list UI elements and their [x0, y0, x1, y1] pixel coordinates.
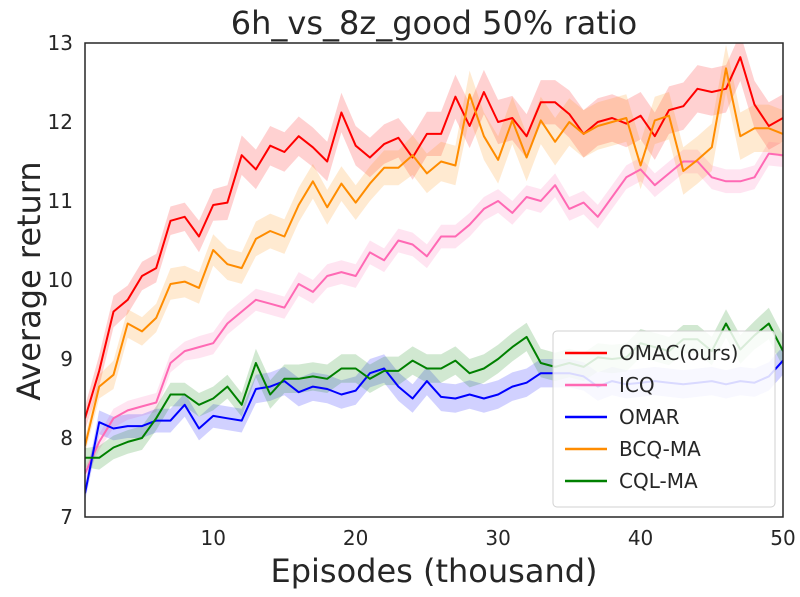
- line-bcq-ma: [85, 67, 783, 447]
- plot-frame: [84, 42, 784, 518]
- y-tick-label: 7: [60, 505, 73, 529]
- y-tick-label: 11: [48, 189, 73, 213]
- x-tick-label: 40: [628, 526, 653, 550]
- band-bcq-ma: [85, 44, 783, 454]
- y-tick-label: 13: [48, 31, 73, 55]
- y-tick-label: 12: [48, 110, 73, 134]
- x-tick-label: 50: [770, 526, 795, 550]
- line-omac-ours: [85, 56, 783, 419]
- x-tick-label: 10: [200, 526, 225, 550]
- y-tick-label: 9: [60, 347, 73, 371]
- legend-label-omar: OMAR: [619, 405, 680, 429]
- y-tick-label: 8: [60, 426, 73, 450]
- band-icq: [85, 141, 783, 480]
- x-axis-title: Episodes (thousand): [270, 552, 597, 590]
- y-axis-title: Average return: [10, 161, 48, 400]
- y-tick-label: 10: [48, 268, 73, 292]
- x-tick-label: 20: [343, 526, 368, 550]
- legend-label-icq: ICQ: [619, 373, 655, 397]
- line-icq: [85, 152, 783, 475]
- legend-label-cql-ma: CQL-MA: [619, 469, 698, 493]
- axis-ticks: 10 20 30 40 50 7 8 9 10 11 12 13: [48, 31, 796, 550]
- x-tick-label: 30: [485, 526, 510, 550]
- legend: OMAC(ours) ICQ OMAR BCQ-MA CQL-MA: [552, 330, 776, 508]
- legend-label-omac-ours: OMAC(ours): [619, 341, 738, 365]
- band-omac-ours: [85, 43, 783, 431]
- legend-label-bcq-ma: BCQ-MA: [619, 437, 701, 461]
- chart-title: 6h_vs_8z_good 50% ratio: [231, 4, 637, 42]
- legend-box: [552, 330, 776, 508]
